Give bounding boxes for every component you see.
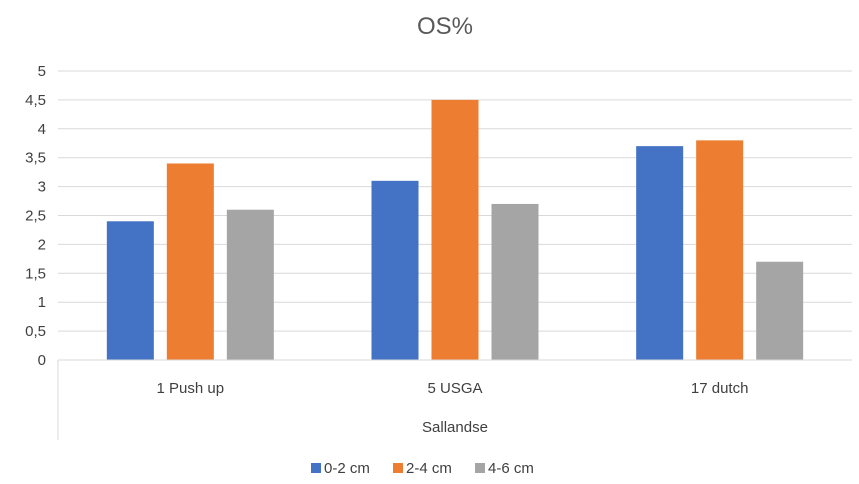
legend-swatch (393, 463, 403, 473)
bar (106, 221, 154, 360)
x-category-label: 5 USGA (427, 380, 482, 397)
bar (166, 163, 214, 360)
bar (491, 203, 539, 360)
legend-swatch (475, 463, 485, 473)
y-tick-label: 2,5 (25, 208, 46, 225)
bar (431, 99, 479, 361)
y-tick-label: 3,5 (25, 150, 46, 167)
y-tick-label: 4,5 (25, 92, 46, 109)
legend-label: 2-4 cm (406, 460, 452, 477)
x-category-label: 1 Push up (157, 380, 225, 397)
x-axis: 1 Push up 5 USGA 17 dutch Sallandse (57, 359, 852, 440)
y-tick-label: 1,5 (25, 265, 46, 282)
y-axis-ticks: 0 0,5 1 1,5 2 2,5 3 3,5 4 4,5 5 (25, 63, 46, 369)
legend-label: 0-2 cm (324, 460, 370, 477)
bars (106, 99, 804, 361)
y-tick-label: 5 (38, 63, 46, 80)
y-tick-label: 1 (38, 294, 46, 311)
y-tick-label: 0,5 (25, 323, 46, 340)
bar (696, 140, 744, 360)
y-tick-label: 4 (38, 121, 46, 138)
y-tick-label: 0 (38, 352, 46, 369)
bar (636, 146, 684, 360)
x-group-label: Sallandse (422, 419, 488, 436)
chart-title: OS% (417, 13, 473, 40)
bar (226, 209, 274, 360)
legend: 0-2 cm 2-4 cm 4-6 cm (311, 460, 534, 477)
x-category-label: 17 dutch (691, 380, 749, 397)
y-tick-label: 2 (38, 236, 46, 253)
legend-swatch (311, 463, 321, 473)
bar (756, 261, 804, 360)
legend-label: 4-6 cm (488, 460, 534, 477)
y-tick-label: 3 (38, 179, 46, 196)
bar (371, 180, 419, 360)
